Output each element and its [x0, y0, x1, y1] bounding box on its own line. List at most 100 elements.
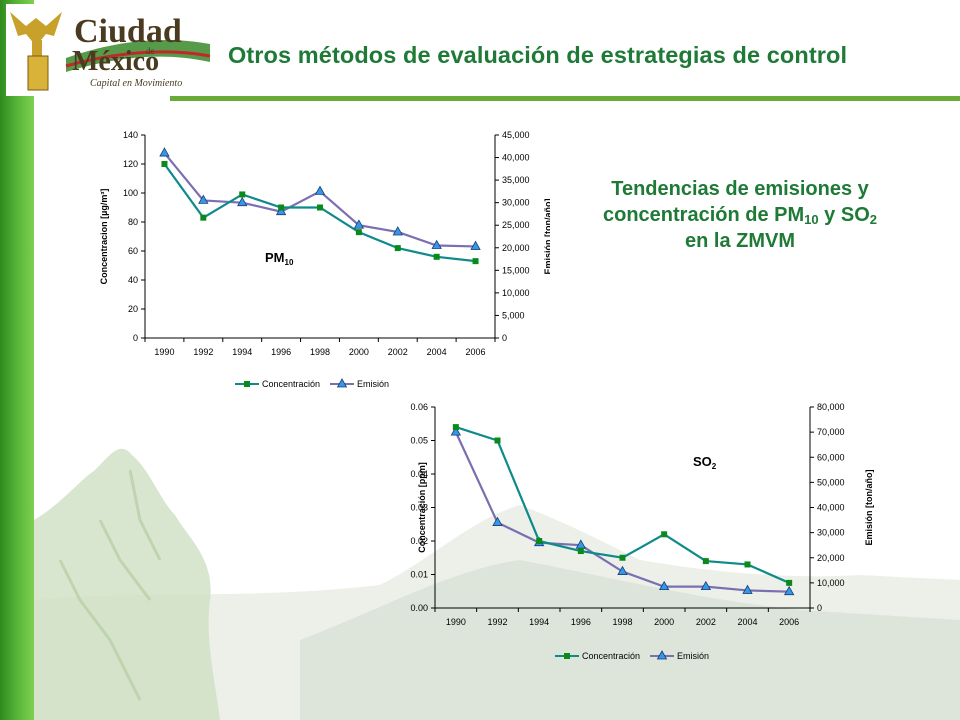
- y2-tick-label: 20,000: [502, 243, 530, 253]
- so2-chart: 0.00 0.01 0.02 0.03 0.04 0.05 0.06 0 10,000 20,00…: [405, 395, 900, 670]
- y-tick-label: 140: [123, 130, 138, 140]
- concentration-point: [661, 531, 668, 538]
- x-tick-label: 2000: [349, 347, 369, 357]
- page-title: Otros métodos de evaluación de estrategi…: [228, 42, 848, 68]
- emission-point: [450, 426, 462, 436]
- y-tick-label: 120: [123, 159, 138, 169]
- concentration-point: [494, 437, 501, 444]
- concentration-point: [278, 204, 285, 211]
- legend-marker-emission: [336, 378, 348, 388]
- concentration-point: [355, 229, 362, 236]
- concentration-point: [536, 538, 543, 544]
- side-heading-part: concentración de PM: [603, 204, 805, 226]
- concentration-line: [163, 163, 476, 263]
- emission-point: [742, 584, 753, 594]
- x-tick-label: 1994: [232, 347, 252, 357]
- legend-label-concentration: Concentración: [582, 651, 640, 661]
- y-tick-label: 0.02: [410, 536, 428, 546]
- x-tick-label: 2006: [466, 347, 486, 357]
- concentration-point: [744, 561, 751, 568]
- y2-tick-label: 80,000: [817, 402, 845, 412]
- x-tick-label: 1992: [487, 617, 507, 627]
- y-tick-label: 0.05: [410, 436, 428, 446]
- y2-tick-label: 0: [817, 603, 822, 613]
- side-heading-line3: en la ZMVM: [684, 230, 795, 252]
- y-tick-label: 20: [128, 304, 138, 314]
- emission-point: [275, 205, 287, 216]
- emission-point: [617, 565, 628, 575]
- y2-tick-label: 5,000: [502, 310, 525, 320]
- y-tick-label: 0.06: [410, 402, 428, 412]
- y2-tick-label: 10,000: [817, 578, 845, 588]
- y-tick-label: 0.00: [410, 603, 428, 613]
- emission-point: [783, 585, 795, 596]
- side-heading-part: y SO: [818, 204, 870, 226]
- logo-word-mexico: México: [72, 46, 159, 77]
- y2-tick-label: 50,000: [817, 477, 845, 487]
- y-tick-label: 0.01: [410, 570, 428, 580]
- emission-point: [353, 219, 365, 229]
- emission-point: [658, 580, 670, 591]
- concentration-point: [317, 204, 323, 211]
- concentration-point: [452, 424, 459, 431]
- y2-tick-label: 15,000: [502, 265, 530, 275]
- legend-marker-concentration: [564, 653, 570, 659]
- emission-point: [392, 226, 403, 236]
- y2-tick-label: 25,000: [502, 220, 530, 230]
- legend-marker-concentration: [244, 381, 250, 387]
- chart-svg: 0.00 0.01 0.02 0.03 0.04 0.05 0.06 0 10,000 20,00…: [410, 402, 874, 661]
- emission-point: [198, 194, 209, 204]
- y2-tick-label: 35,000: [502, 175, 530, 185]
- y-axis-title: Concentración [ppm]: [417, 462, 427, 553]
- emission-point: [431, 239, 442, 249]
- y2-tick-label: 60,000: [817, 452, 845, 462]
- logo-tagline: Capital en Movimiento: [90, 78, 182, 89]
- x-tick-label: 2004: [737, 617, 757, 627]
- x-tick-label: 2004: [427, 347, 447, 357]
- emission-line: [163, 152, 476, 248]
- concentration-point: [472, 258, 479, 265]
- legend-label-concentration: Concentración: [262, 379, 320, 389]
- y2-axis-title: Emisión [ton/año]: [543, 199, 550, 275]
- y2-tick-label: 10,000: [502, 288, 530, 298]
- y-tick-label: 100: [123, 188, 138, 198]
- y-tick-label: 0: [133, 333, 138, 343]
- chart-series-label-sub: 2: [712, 462, 717, 471]
- side-heading: Tendencias de emisiones y concentración …: [560, 176, 920, 254]
- chart-series-label: PM10: [265, 250, 294, 267]
- y2-tick-label: 45,000: [502, 130, 530, 140]
- concentration-point: [239, 191, 246, 198]
- chart-series-label: SO2: [693, 454, 717, 471]
- y2-tick-label: 70,000: [817, 427, 845, 437]
- concentration-point: [200, 214, 207, 221]
- x-tick-label: 1990: [446, 617, 466, 627]
- y-tick-label: 60: [128, 246, 138, 256]
- x-tick-label: 1998: [310, 347, 330, 357]
- legend-label-emission: Emisión: [677, 651, 709, 661]
- y2-tick-label: 0: [502, 333, 507, 343]
- chart-series-label-main: PM: [265, 250, 285, 265]
- side-heading-line1: Tendencias de emisiones y: [611, 178, 869, 200]
- y2-tick-label: 30,000: [502, 198, 530, 208]
- header-divider: [170, 96, 960, 101]
- x-tick-label: 1990: [154, 347, 174, 357]
- x-tick-label: 2002: [696, 617, 716, 627]
- y2-tick-label: 30,000: [817, 528, 845, 538]
- x-tick-label: 1994: [529, 617, 549, 627]
- y2-tick-label: 20,000: [817, 553, 845, 563]
- left-green-bar: [0, 0, 34, 720]
- y2-axis-title: Emisión [ton/año]: [864, 470, 874, 546]
- x-tick-label: 1992: [193, 347, 213, 357]
- y-tick-label: 40: [128, 275, 138, 285]
- logo-word-de: de: [146, 46, 155, 56]
- side-heading-sub: 2: [869, 212, 877, 227]
- concentration-point: [786, 579, 793, 586]
- concentration-point: [433, 253, 440, 260]
- side-heading-line2: concentración de PM10 y SO2: [560, 202, 920, 228]
- emission-point: [159, 147, 170, 157]
- side-heading-sub: 10: [804, 212, 819, 227]
- concentration-point: [702, 558, 709, 565]
- x-tick-label: 1998: [612, 617, 632, 627]
- x-tick-label: 2002: [388, 347, 408, 357]
- y-tick-label: 80: [128, 217, 138, 227]
